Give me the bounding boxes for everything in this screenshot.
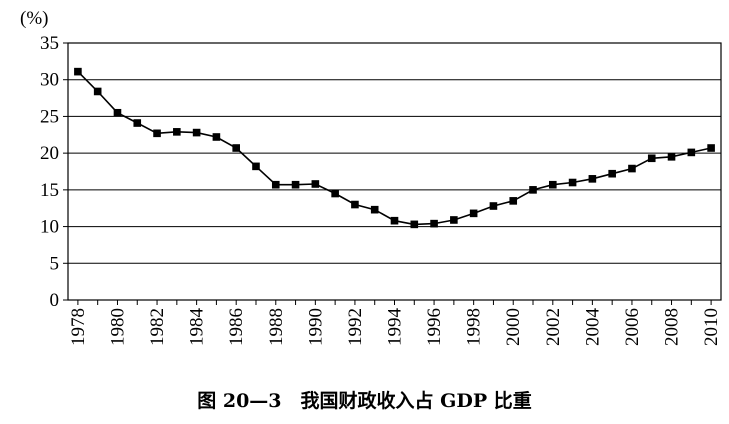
data-point-marker (687, 148, 696, 157)
gridlines (68, 79, 721, 264)
data-point-marker (93, 87, 102, 96)
data-point-marker (252, 162, 260, 171)
data-point-marker (370, 205, 379, 214)
data-point-marker (707, 144, 715, 152)
data-point-marker (311, 180, 320, 188)
data-point-marker (509, 197, 518, 205)
data-point-marker (549, 180, 557, 189)
x-tick-label: 1986 (226, 308, 247, 346)
data-point-marker (647, 154, 656, 163)
data-point-marker (529, 186, 537, 194)
data-point-marker (74, 67, 82, 76)
x-tick-label: 1982 (147, 308, 168, 346)
data-point-marker (351, 200, 359, 209)
x-tick-label: 1996 (424, 308, 445, 346)
data-point-marker (232, 144, 240, 152)
data-point-marker (331, 189, 339, 198)
y-axis-unit-label: (%) (20, 8, 48, 29)
y-tick-label: 35 (40, 33, 59, 54)
data-point-marker (430, 219, 438, 228)
x-tick-label: 1980 (107, 308, 128, 346)
data-point-marker (113, 108, 122, 117)
data-point-marker (469, 209, 478, 218)
data-point-marker (667, 153, 676, 161)
data-point-marker (568, 178, 577, 187)
x-tick-label: 2000 (503, 308, 524, 346)
data-point-marker (212, 133, 221, 141)
data-point-marker (192, 128, 201, 137)
data-point-marker (628, 164, 636, 173)
y-axis-ticks: 0 5 10 15 20 25 30 35 (40, 33, 68, 311)
x-tick-label: 2010 (701, 308, 722, 346)
data-point-marker (291, 180, 300, 189)
y-tick-label: 5 (50, 253, 60, 274)
y-tick-label: 0 (50, 290, 60, 311)
y-tick-label: 10 (40, 217, 59, 238)
data-point-marker (608, 169, 616, 178)
data-point-marker (410, 220, 419, 229)
x-axis-ticks: 1978 1980 1982 1984 1986 1988 1990 1992 1994 1996… (68, 300, 722, 346)
x-tick-label: 1994 (385, 308, 406, 347)
data-point-marker (153, 129, 161, 138)
x-tick-label: 1978 (68, 308, 89, 346)
data-point-marker (271, 180, 280, 189)
x-tick-label: 1998 (464, 308, 485, 346)
data-point-marker (588, 175, 597, 183)
y-tick-label: 15 (40, 180, 59, 201)
x-tick-label: 1984 (187, 308, 208, 347)
data-point-marker (450, 216, 458, 224)
x-tick-label: 2004 (582, 308, 603, 347)
x-tick-label: 1988 (266, 308, 287, 346)
x-tick-label: 1990 (305, 308, 326, 346)
x-tick-label: 2002 (543, 308, 564, 346)
y-tick-label: 30 (40, 70, 59, 91)
series-line (77, 71, 712, 226)
y-tick-label: 25 (40, 106, 59, 127)
data-point-marker (173, 128, 181, 136)
x-tick-label: 1992 (345, 308, 366, 346)
data-point-marker (133, 119, 142, 127)
data-point-marker (489, 202, 498, 210)
data-point-marker (390, 216, 399, 225)
y-tick-label: 20 (40, 143, 59, 164)
x-tick-label: 2006 (622, 308, 643, 346)
data-series (74, 67, 715, 229)
x-tick-label: 2008 (662, 308, 683, 346)
figure-caption: 图 20—3 我国财政收入占 GDP 比重 (197, 390, 532, 412)
